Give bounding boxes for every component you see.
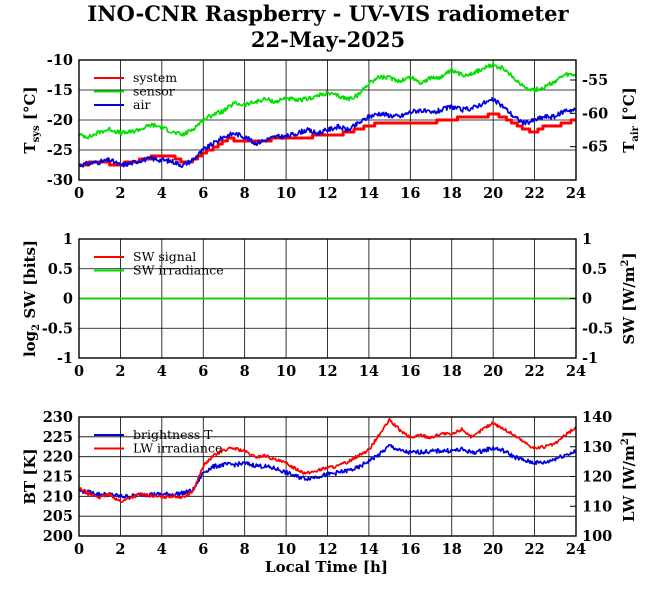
x-tick-label: 2 (115, 541, 125, 558)
y-tick-label-right: 0.5 (582, 261, 607, 278)
x-tick-label: 12 (317, 363, 337, 380)
x-tick-label: 4 (157, 363, 167, 380)
x-tick-label: 12 (317, 185, 337, 202)
x-tick-label: 20 (483, 363, 503, 380)
x-tick-label: 22 (524, 185, 544, 202)
y-tick-label-right: -0.5 (582, 320, 613, 337)
x-axis-label: Local Time [h] (265, 558, 388, 576)
plot-frame (78, 59, 577, 181)
x-tick-label: 24 (566, 363, 586, 380)
panel-temperatures: 0 2 4 6 8 10 12 14 16 18 20 22 24-10-15-20-25-30-55-… (21, 52, 641, 202)
panel-1-ylabel-left: log2 SW [bits] (21, 240, 42, 357)
y-tick-label-left: 215 (43, 469, 73, 486)
y-tick-label-right: 130 (582, 439, 612, 456)
x-tick-label: 10 (276, 363, 296, 380)
y-tick-label-left: -1 (57, 350, 73, 367)
x-tick-label: 4 (157, 185, 167, 202)
panel-0-ylabel-right: Tair [°C] (620, 87, 641, 153)
y-tick-label-left: 0 (63, 291, 73, 308)
y-tick-label-right: -60 (582, 105, 608, 122)
y-tick-label-left: -15 (47, 82, 73, 99)
x-tick-label: 14 (359, 185, 379, 202)
y-tick-label-left: 1 (63, 231, 73, 248)
y-tick-label-right: 100 (582, 528, 612, 545)
x-tick-label: 14 (359, 363, 379, 380)
x-tick-label: 16 (400, 363, 420, 380)
x-tick-label: 22 (524, 541, 544, 558)
chart-subtitle: 22-May-2025 (251, 27, 405, 52)
series-line-system (78, 112, 577, 167)
y-tick-label-left: 0.5 (48, 261, 73, 278)
x-tick-label: 18 (442, 363, 462, 380)
x-tick-label: 18 (442, 541, 462, 558)
y-tick-label-right: 120 (582, 469, 612, 486)
y-tick-label-left: 220 (43, 449, 73, 466)
x-tick-label: 20 (483, 541, 503, 558)
y-tick-label-right: 110 (582, 498, 612, 515)
legend-label: brightness T (133, 427, 213, 442)
y-tick-label-right: 0 (582, 291, 592, 308)
x-tick-label: 24 (566, 541, 586, 558)
x-tick-label: 16 (400, 185, 420, 202)
x-tick-label: 6 (198, 185, 208, 202)
x-tick-label: 10 (276, 541, 296, 558)
series-line-air (78, 97, 577, 169)
y-tick-label-left: -30 (47, 172, 73, 189)
y-tick-label-left: 225 (43, 429, 73, 446)
x-tick-label: 4 (157, 541, 167, 558)
x-tick-label: 8 (240, 185, 250, 202)
series-line-sensor (78, 62, 577, 140)
legend-label: SW irradiance (133, 263, 224, 278)
y-tick-label-right: -55 (582, 72, 608, 89)
x-tick-label: 0 (74, 541, 84, 558)
x-tick-label: 6 (198, 363, 208, 380)
x-tick-label: 0 (74, 363, 84, 380)
legend-label: system (133, 70, 177, 85)
x-tick-label: 24 (566, 185, 586, 202)
y-tick-label-left: 205 (43, 508, 73, 525)
chart-title: INO-CNR Raspberry - UV-VIS radiometer (87, 1, 569, 26)
y-tick-label-left: 210 (43, 488, 73, 505)
x-tick-label: 8 (240, 541, 250, 558)
x-tick-label: 16 (400, 541, 420, 558)
x-tick-label: 12 (317, 541, 337, 558)
series-line-brightness-t (78, 443, 577, 500)
legend-label: air (133, 97, 150, 112)
y-tick-label-left: -0.5 (42, 320, 73, 337)
y-tick-label-left: -10 (47, 52, 73, 69)
x-tick-label: 6 (198, 541, 208, 558)
panel-1-ylabel-right: SW [W/m2] (620, 252, 638, 344)
y-tick-label-left: -20 (47, 112, 73, 129)
x-tick-label: 2 (115, 185, 125, 202)
x-tick-label: 22 (524, 363, 544, 380)
legend-label: SW signal (133, 249, 196, 264)
y-tick-label-right: 1 (582, 231, 592, 248)
panel-shortwave: 0 2 4 6 8 10 12 14 16 18 20 22 2410.50-0.5-110.50-0.… (21, 231, 638, 380)
legend-label: LW irradiance (133, 441, 222, 456)
y-tick-label-right: -1 (582, 350, 598, 367)
panel-longwave: 0 2 4 6 8 10 12 14 16 18 20 22 242302252202152102052… (21, 409, 638, 576)
y-tick-label-left: 230 (43, 409, 73, 426)
x-tick-label: 8 (240, 363, 250, 380)
x-tick-label: 20 (483, 185, 503, 202)
y-tick-label-right: 140 (582, 409, 612, 426)
panel-2-ylabel-left: BT [K] (21, 448, 39, 504)
x-tick-label: 2 (115, 363, 125, 380)
legend-label: sensor (133, 84, 175, 99)
x-tick-label: 18 (442, 185, 462, 202)
panel-2-ylabel-right: LW [W/m2] (620, 431, 638, 522)
series-line-lw-irradiance (78, 417, 577, 504)
y-tick-label-left: 200 (43, 528, 73, 545)
x-tick-label: 10 (276, 185, 296, 202)
x-tick-label: 14 (359, 541, 379, 558)
y-tick-label-right: -65 (582, 139, 608, 156)
panel-0-ylabel-left: Tsys [°C] (21, 86, 42, 153)
y-tick-label-left: -25 (47, 142, 73, 159)
x-tick-label: 0 (74, 185, 84, 202)
